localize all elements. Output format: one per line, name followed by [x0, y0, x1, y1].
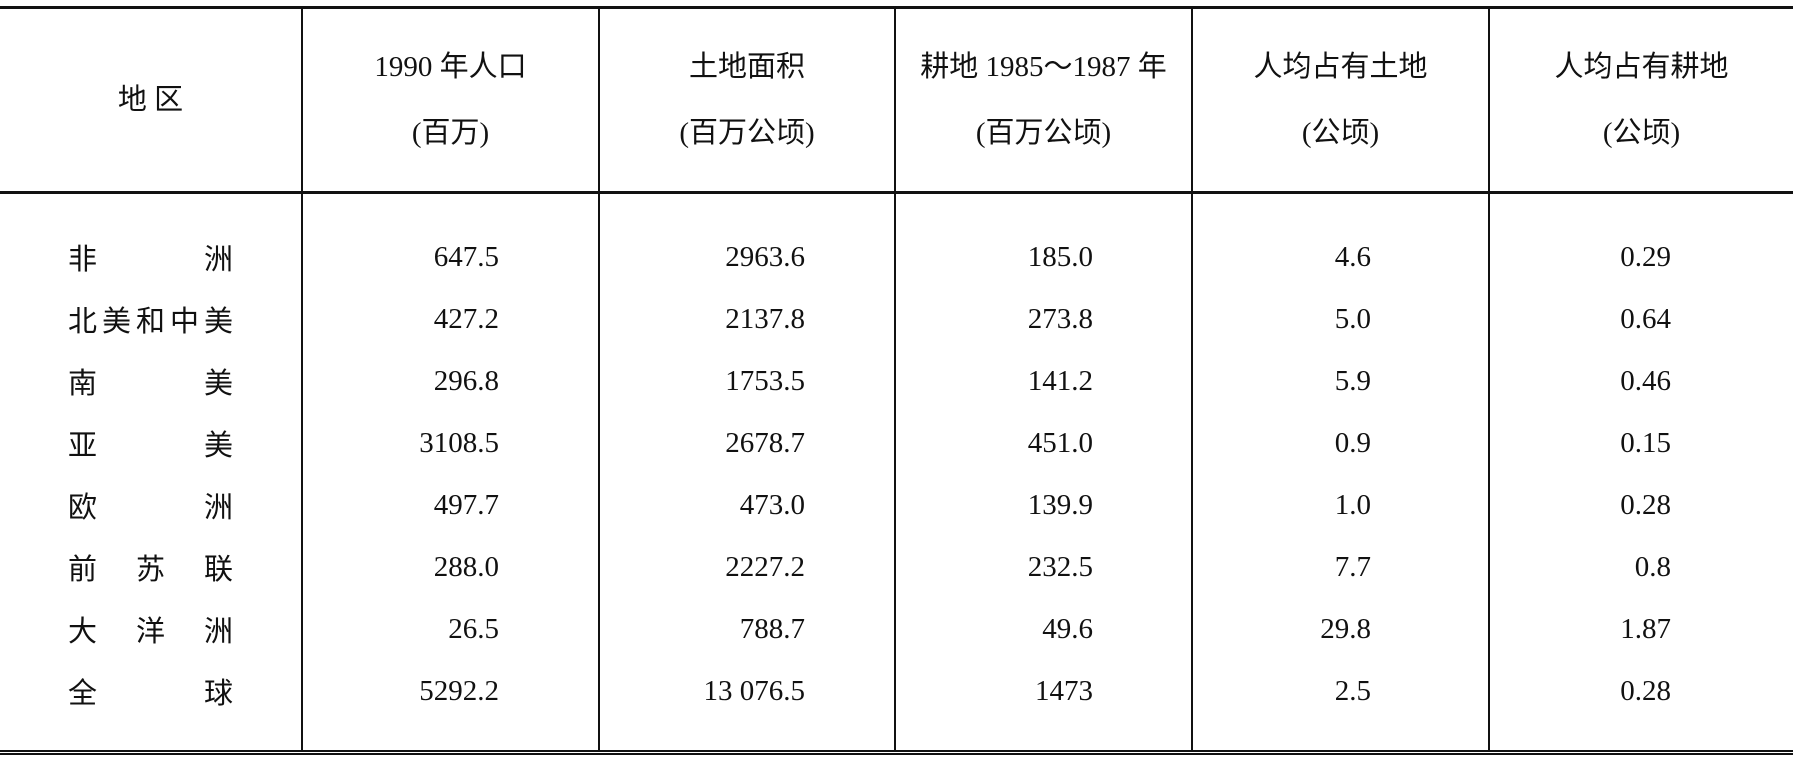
table-row: 全 球 5292.2 13 076.5 1473 2.5 0.28: [0, 660, 1793, 755]
table-row: 前 苏 联 288.0 2227.2 232.5 7.7 0.8: [0, 536, 1793, 598]
value-cell: 0.64: [1488, 288, 1793, 350]
header-text: 人均占有耕地: [1554, 51, 1729, 83]
header-text: (公顷): [1602, 117, 1681, 149]
value-cell: 139.9: [894, 474, 1192, 536]
header-text: 土地面积: [688, 51, 805, 83]
header-text: (百万公顷): [975, 117, 1112, 149]
value-cell: 473.0: [598, 474, 895, 536]
table-body: 非 洲 647.5 2963.6 185.0 4.6 0.29 北美和中美 427.2 2137…: [0, 192, 1793, 755]
header-text: 1990 年人口: [374, 51, 527, 83]
value-cell: 1.0: [1191, 474, 1489, 536]
region-cell: 南 美: [68, 368, 233, 400]
value-cell: 29.8: [1191, 598, 1489, 660]
header-cell: 1990 年人口 (百万): [301, 6, 599, 194]
value-cell: 288.0: [301, 536, 599, 598]
region-cell: 亚 美: [68, 430, 233, 462]
value-cell: 5.0: [1191, 288, 1489, 350]
value-cell: 497.7: [301, 474, 599, 536]
table-row: 北美和中美 427.2 2137.8 273.8 5.0 0.64: [0, 288, 1793, 350]
value-cell: 273.8: [894, 288, 1192, 350]
table-row: 亚 美 3108.5 2678.7 451.0 0.9 0.15: [0, 412, 1793, 474]
table-row: 大 洋 洲 26.5 788.7 49.6 29.8 1.87: [0, 598, 1793, 660]
value-cell: 296.8: [301, 350, 599, 412]
value-cell: 427.2: [301, 288, 599, 350]
region-cell: 欧 洲: [68, 492, 233, 524]
region-cell: 全 球: [0, 660, 302, 755]
table-row: 南 美 296.8 1753.5 141.2 5.9 0.46: [0, 350, 1793, 412]
value-cell: 647.5: [301, 192, 599, 288]
table-header: 地 区 1990 年人口 (百万) 土地面积 (百万公顷) 耕地 1985～1987 年 (…: [0, 6, 1793, 194]
value-cell: 0.46: [1488, 350, 1793, 412]
header-text: (百万): [411, 117, 490, 149]
header-cell: 人均占有土地 (公顷): [1191, 6, 1489, 194]
header-text: 地 区: [117, 84, 184, 116]
header-cell: 耕地 1985～1987 年 (百万公顷): [894, 6, 1192, 194]
value-cell: 0.9: [1191, 412, 1489, 474]
value-cell: 185.0: [894, 192, 1192, 288]
data-table: 地 区 1990 年人口 (百万) 土地面积 (百万公顷) 耕地 1985～1987 年 (…: [0, 6, 1793, 755]
value-cell: 0.29: [1488, 192, 1793, 288]
value-cell: 1473: [894, 660, 1192, 755]
value-cell: 1753.5: [598, 350, 895, 412]
value-cell: 0.15: [1488, 412, 1793, 474]
value-cell: 0.28: [1488, 660, 1793, 755]
value-cell: 2963.6: [598, 192, 895, 288]
header-text: (百万公顷): [679, 117, 815, 149]
value-cell: 49.6: [894, 598, 1192, 660]
header-cell: 土地面积 (百万公顷): [598, 6, 895, 194]
header-text: (公顷): [1301, 117, 1380, 149]
header-row: 地 区 1990 年人口 (百万) 土地面积 (百万公顷) 耕地 1985～1987 年 (…: [0, 6, 1793, 194]
value-cell: 2.5: [1191, 660, 1489, 755]
table-row: 欧 洲 497.7 473.0 139.9 1.0 0.28: [0, 474, 1793, 536]
region-cell: 大 洋 洲: [68, 616, 233, 648]
value-cell: 1.87: [1488, 598, 1793, 660]
value-cell: 26.5: [301, 598, 599, 660]
region-cell: 北美和中美: [68, 306, 233, 338]
value-cell: 2227.2: [598, 536, 895, 598]
value-cell: 141.2: [894, 350, 1192, 412]
table-row: 非 洲 647.5 2963.6 185.0 4.6 0.29: [0, 192, 1793, 288]
header-text: 人均占有土地: [1253, 51, 1428, 83]
value-cell: 0.28: [1488, 474, 1793, 536]
value-cell: 13 076.5: [598, 660, 895, 755]
value-cell: 4.6: [1191, 192, 1489, 288]
header-text: 耕地 1985～1987 年: [920, 51, 1167, 83]
region-cell: 前 苏 联: [68, 554, 233, 586]
header-cell: 地 区: [0, 6, 302, 194]
value-cell: 5292.2: [301, 660, 599, 755]
value-cell: 788.7: [598, 598, 895, 660]
value-cell: 0.8: [1488, 536, 1793, 598]
value-cell: 3108.5: [301, 412, 599, 474]
value-cell: 451.0: [894, 412, 1192, 474]
value-cell: 2678.7: [598, 412, 895, 474]
value-cell: 2137.8: [598, 288, 895, 350]
value-cell: 232.5: [894, 536, 1192, 598]
region-cell: 非 洲: [68, 244, 233, 276]
header-cell: 人均占有耕地 (公顷): [1488, 6, 1793, 194]
value-cell: 5.9: [1191, 350, 1489, 412]
value-cell: 7.7: [1191, 536, 1489, 598]
